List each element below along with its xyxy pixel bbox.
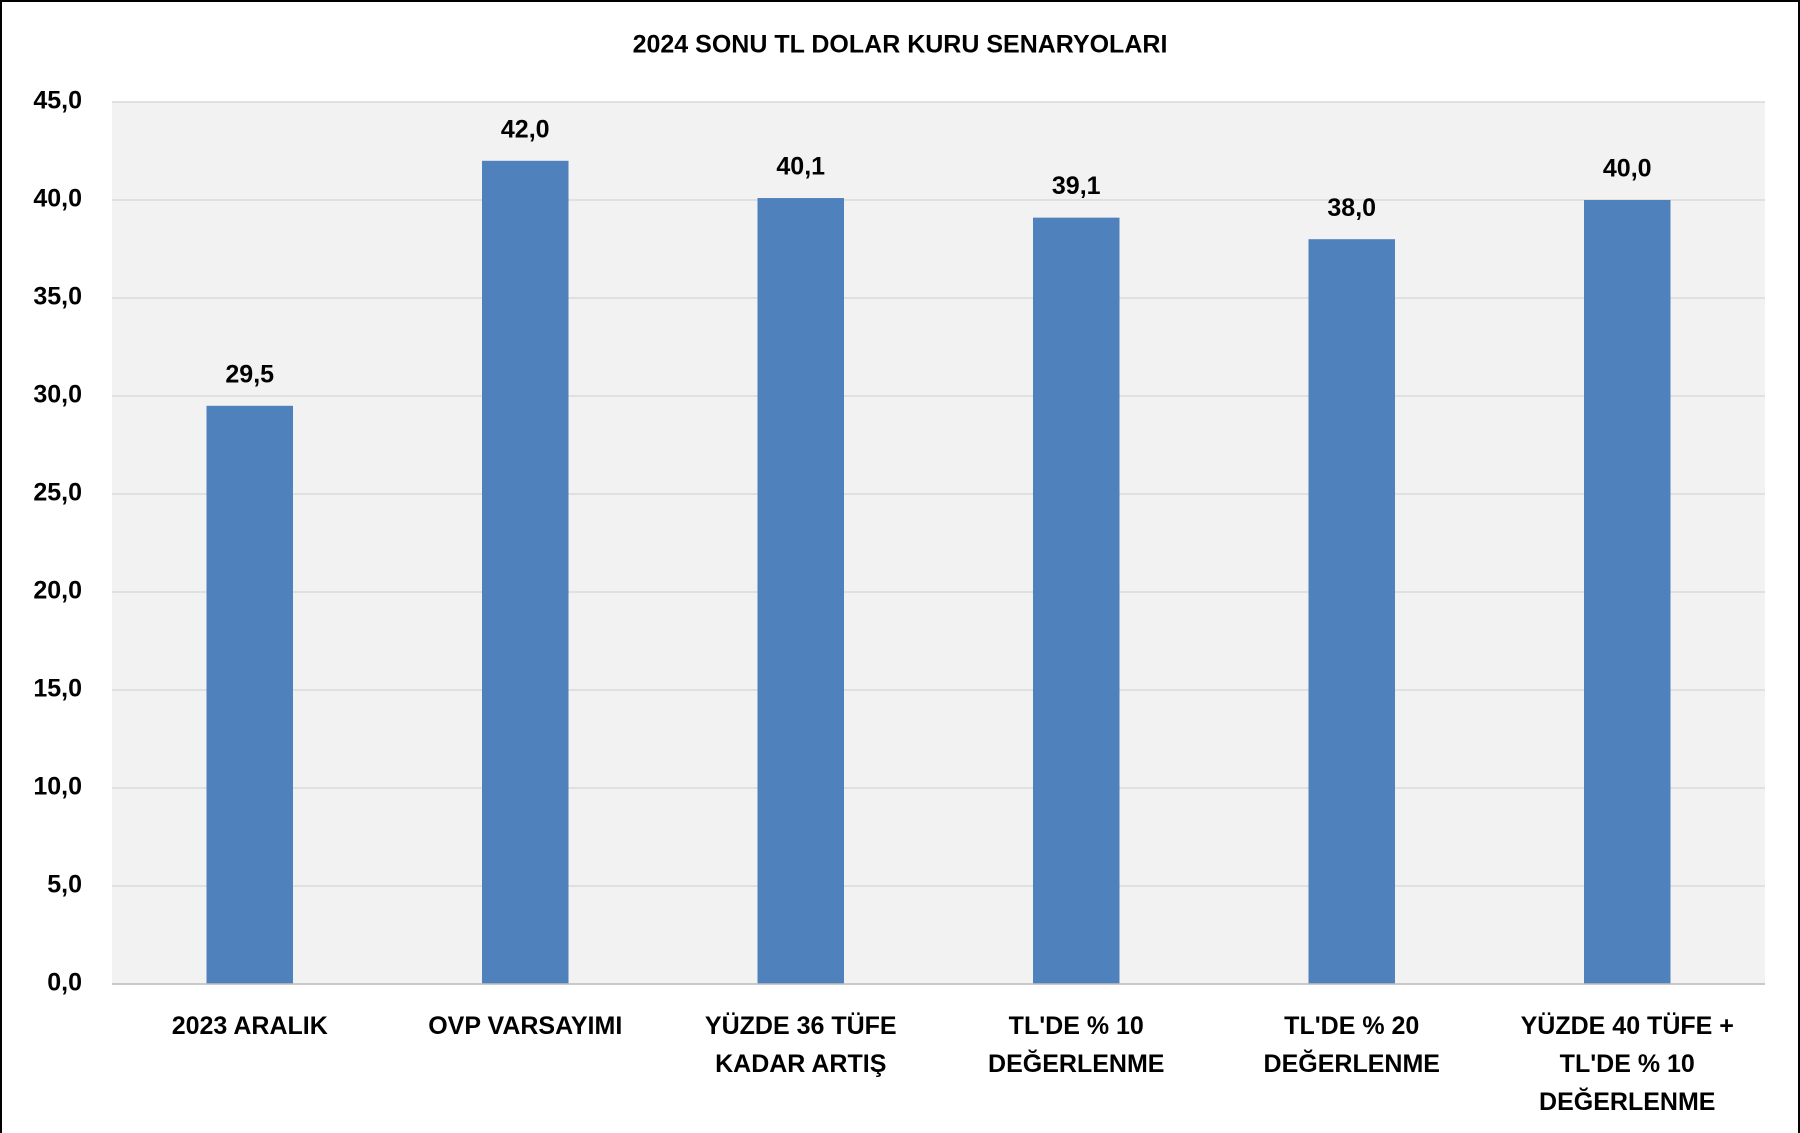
x-tick-label: OVP VARSAYIMI	[428, 1012, 622, 1040]
x-tick-label-line: KADAR ARTIŞ	[715, 1050, 886, 1078]
y-tick-label: 10,0	[33, 773, 82, 801]
chart-title: 2024 SONU TL DOLAR KURU SENARYOLARI	[633, 31, 1168, 59]
x-tick-label: YÜZDE 40 TÜFE + TL'DE % 10 DEĞERLENME	[1521, 1011, 1734, 1116]
x-tick-label: TL'DE % 20 DEĞERLENME	[1264, 1012, 1440, 1078]
y-tick-label: 5,0	[47, 871, 82, 899]
x-tick-label-line: DEĞERLENME	[988, 1049, 1164, 1078]
data-label: 40,1	[776, 153, 825, 181]
y-tick-label: 0,0	[47, 969, 82, 997]
y-tick-label: 35,0	[33, 283, 82, 311]
data-label: 40,0	[1603, 155, 1652, 183]
data-label: 38,0	[1327, 194, 1376, 222]
x-tick-label: 2023 ARALIK	[172, 1012, 328, 1040]
x-tick-label-line: YÜZDE 40 TÜFE +	[1521, 1011, 1734, 1040]
data-label: 42,0	[501, 115, 550, 143]
data-label: 29,5	[225, 360, 274, 388]
y-tick-label: 25,0	[33, 479, 82, 507]
bar	[1583, 200, 1671, 984]
y-tick-label: 30,0	[33, 381, 82, 409]
bar	[206, 405, 294, 984]
bar	[757, 198, 845, 985]
data-label: 39,1	[1052, 172, 1101, 200]
y-tick-label: 20,0	[33, 577, 82, 605]
x-tick-label-line: TL'DE % 10	[1009, 1012, 1144, 1040]
x-tick-label-line: OVP VARSAYIMI	[428, 1012, 622, 1040]
x-tick-label-line: 2023 ARALIK	[172, 1012, 328, 1040]
y-tick-label: 45,0	[33, 87, 82, 115]
x-tick-label-line: TL'DE % 10	[1560, 1050, 1695, 1078]
bar	[1032, 217, 1120, 984]
bar	[481, 160, 569, 985]
y-tick-label: 40,0	[33, 185, 82, 213]
x-tick-label: YÜZDE 36 TÜFE KADAR ARTIŞ	[705, 1011, 897, 1078]
x-tick-label-line: DEĞERLENME	[1539, 1087, 1715, 1116]
x-tick-label-line: YÜZDE 36 TÜFE	[705, 1011, 897, 1040]
x-tick-label-line: TL'DE % 20	[1284, 1012, 1419, 1040]
x-tick-label-line: DEĞERLENME	[1264, 1049, 1440, 1078]
plot-area	[112, 102, 1765, 984]
bar	[1308, 239, 1396, 984]
x-tick-label: TL'DE % 10 DEĞERLENME	[988, 1012, 1164, 1078]
y-tick-label: 15,0	[33, 675, 82, 703]
